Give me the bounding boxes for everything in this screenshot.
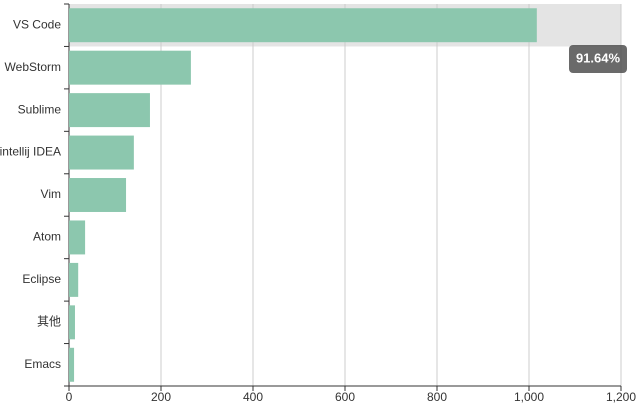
bar[interactable] bbox=[69, 135, 134, 170]
tooltip-text: 91.64% bbox=[576, 50, 621, 65]
bar[interactable] bbox=[69, 262, 79, 297]
x-tick-label: 0 bbox=[66, 390, 73, 404]
bar[interactable] bbox=[69, 50, 191, 85]
x-tick-label: 400 bbox=[243, 390, 263, 404]
x-tick-label: 1,200 bbox=[606, 390, 636, 404]
bar[interactable] bbox=[69, 93, 150, 128]
bar[interactable] bbox=[69, 178, 127, 212]
y-tick-label: intellij IDEA bbox=[0, 145, 61, 159]
x-tick-label: 200 bbox=[151, 390, 171, 404]
x-tick-label: 1,000 bbox=[514, 390, 544, 404]
bar[interactable] bbox=[69, 220, 86, 255]
y-tick-label: Eclipse bbox=[22, 272, 61, 286]
tooltip-box bbox=[569, 45, 627, 73]
bar[interactable] bbox=[69, 347, 75, 382]
x-tick-label: 600 bbox=[335, 390, 355, 404]
y-tick-label: Atom bbox=[33, 230, 61, 244]
y-tick-label: WebStorm bbox=[5, 60, 61, 74]
bar[interactable] bbox=[69, 8, 537, 43]
y-tick-label: 其他 bbox=[37, 315, 61, 329]
bar[interactable] bbox=[69, 305, 75, 340]
y-tick-label: VS Code bbox=[13, 17, 61, 31]
y-tick-label: Emacs bbox=[24, 357, 61, 371]
y-tick-label: Vim bbox=[41, 187, 61, 201]
y-tick-label: Sublime bbox=[18, 102, 62, 116]
x-tick-label: 800 bbox=[427, 390, 447, 404]
